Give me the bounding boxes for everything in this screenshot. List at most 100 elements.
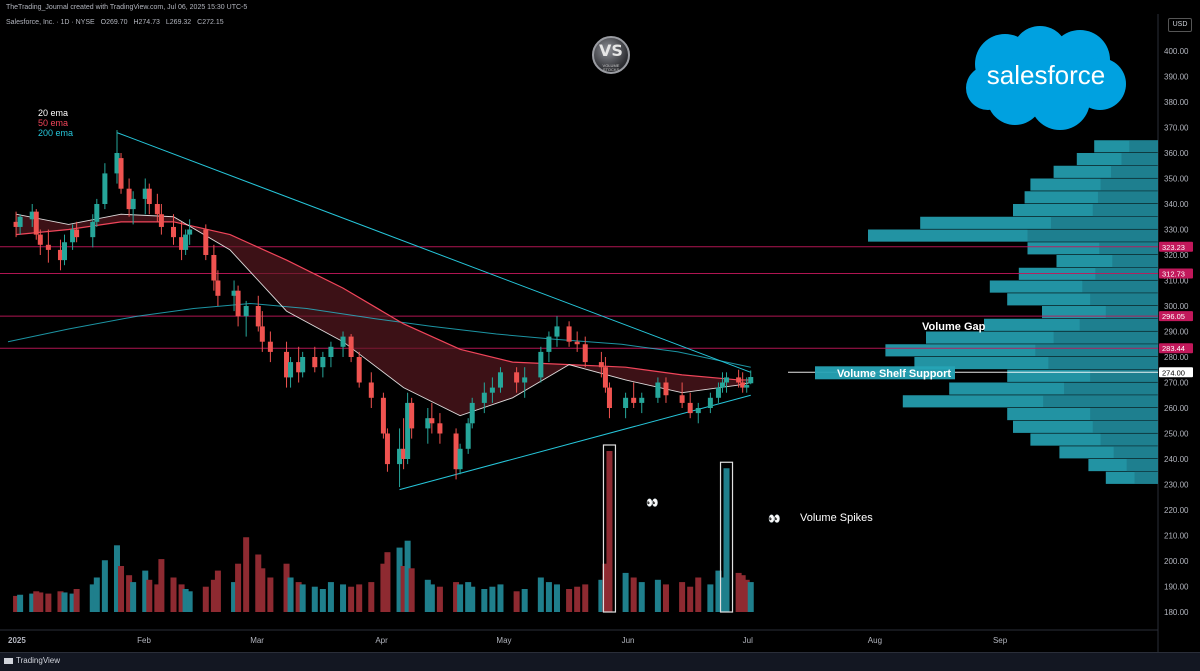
volume-profile-bar-inner — [1090, 293, 1158, 306]
salesforce-logo-text: salesforce — [987, 60, 1106, 90]
volume-profile-bar-inner — [1079, 318, 1158, 331]
volume-bar — [17, 594, 24, 612]
candle-body — [715, 387, 721, 398]
volume-bar — [481, 589, 488, 612]
volume-profile-bar-inner — [1126, 459, 1158, 472]
candle-body — [469, 402, 475, 424]
symbol-info: Salesforce, Inc. · 1D · NYSE O269.70 H27… — [6, 19, 228, 26]
price-level-tag-text: 323.23 — [1162, 243, 1185, 252]
volume-bar — [170, 577, 177, 612]
volume-spike-box — [602, 444, 617, 613]
price-tick-label: 320.00 — [1164, 251, 1189, 260]
price-tick-label: 330.00 — [1164, 226, 1189, 235]
ema20-line — [15, 213, 751, 417]
candle-body — [356, 357, 362, 383]
candle-body — [695, 408, 701, 414]
candle-body — [606, 387, 612, 408]
legend-ema200: 200 ema — [38, 128, 74, 138]
volume-shelf-box — [815, 366, 955, 380]
price-tick-label: 390.00 — [1164, 73, 1189, 82]
candle-body — [397, 448, 403, 465]
volume-profile — [868, 140, 1158, 484]
volume-bar — [45, 593, 52, 612]
price-tick-label: 310.00 — [1164, 277, 1189, 286]
volume-bar — [715, 570, 722, 612]
eyes-emoji-1: 👀 — [646, 498, 659, 509]
candle-body — [740, 382, 746, 388]
candle-body — [320, 357, 326, 368]
volume-bar — [101, 560, 108, 612]
candle-body — [328, 346, 334, 357]
volume-bar — [687, 586, 694, 612]
volume-bar — [154, 584, 161, 612]
price-tick-label: 230.00 — [1164, 481, 1189, 490]
volume-bar — [598, 579, 605, 612]
price-tick-label: 180.00 — [1164, 608, 1189, 617]
symbol-name: Salesforce, Inc. · 1D · NYSE — [6, 19, 95, 26]
candle-body — [126, 188, 132, 210]
volume-profile-bar-inner — [1134, 471, 1158, 484]
candle-body — [94, 204, 100, 222]
candle-body — [679, 395, 685, 403]
candle-body — [130, 198, 136, 210]
candle-body — [574, 341, 580, 345]
volume-bar — [400, 566, 407, 612]
candle-body — [288, 362, 294, 378]
volume-bar — [311, 586, 318, 612]
candle-body — [663, 382, 669, 396]
legend-ema20: 20 ema — [38, 108, 69, 118]
volume-bar — [33, 591, 40, 612]
volume-bar — [545, 582, 552, 612]
candle-body — [243, 306, 249, 317]
currency-button[interactable]: USD — [1168, 18, 1192, 32]
candle-body — [631, 397, 637, 403]
volume-bar — [214, 570, 221, 612]
price-tick-label: 220.00 — [1164, 506, 1189, 515]
candle-body — [368, 382, 374, 398]
price-level-labels: 323.23 312.73 296.05 283.44 274.00 — [1159, 241, 1193, 378]
volume-bar — [513, 591, 520, 612]
volume-bar — [113, 545, 120, 612]
volume-bar — [202, 586, 209, 612]
time-tick-label: Apr — [375, 636, 388, 645]
price-tick-label: 200.00 — [1164, 557, 1189, 566]
low-value: L269.32 — [165, 19, 192, 26]
price-level-tag-text: 296.05 — [1162, 312, 1185, 321]
volume-profile-bar-inner — [1082, 280, 1158, 293]
volume-profile-bar-inner — [1113, 446, 1158, 459]
volume-bar — [537, 577, 544, 612]
volume-profile-bar-inner — [1100, 433, 1158, 446]
volume-bar — [93, 577, 100, 612]
bottom-bar — [0, 652, 1200, 671]
volume-bar — [489, 586, 496, 612]
candle-body — [340, 336, 346, 347]
candle-body — [744, 385, 750, 388]
volume-profile-bar-inner — [1112, 255, 1158, 268]
volume-bar — [384, 552, 391, 612]
volume-bar — [37, 592, 44, 612]
eyes-emoji-2: 👀 — [768, 514, 781, 525]
volume-profile-bar-inner — [1097, 191, 1158, 204]
time-tick-label: Mar — [250, 636, 264, 645]
vs-logo-subtext: VOLUME STOCKS — [602, 63, 620, 72]
volume-profile-bar-inner — [1048, 357, 1158, 370]
volume-bar — [231, 582, 238, 612]
volume-bar — [299, 584, 306, 612]
volume-bar — [630, 577, 637, 612]
volume-bar — [126, 575, 133, 612]
candle-body — [582, 344, 588, 363]
ema-cloud — [16, 214, 751, 416]
volume-bar — [566, 589, 573, 612]
candle-body — [598, 362, 604, 368]
volume-bar — [428, 584, 435, 612]
candle-body — [33, 211, 39, 235]
candle-body — [114, 153, 120, 174]
volume-bar — [368, 582, 375, 612]
candle-body — [62, 242, 68, 261]
volume-bar — [29, 593, 36, 612]
candle-body — [497, 372, 503, 388]
volume-bar — [719, 577, 726, 612]
candle-body — [425, 418, 431, 429]
volume-profile-bar-inner — [1100, 178, 1158, 191]
